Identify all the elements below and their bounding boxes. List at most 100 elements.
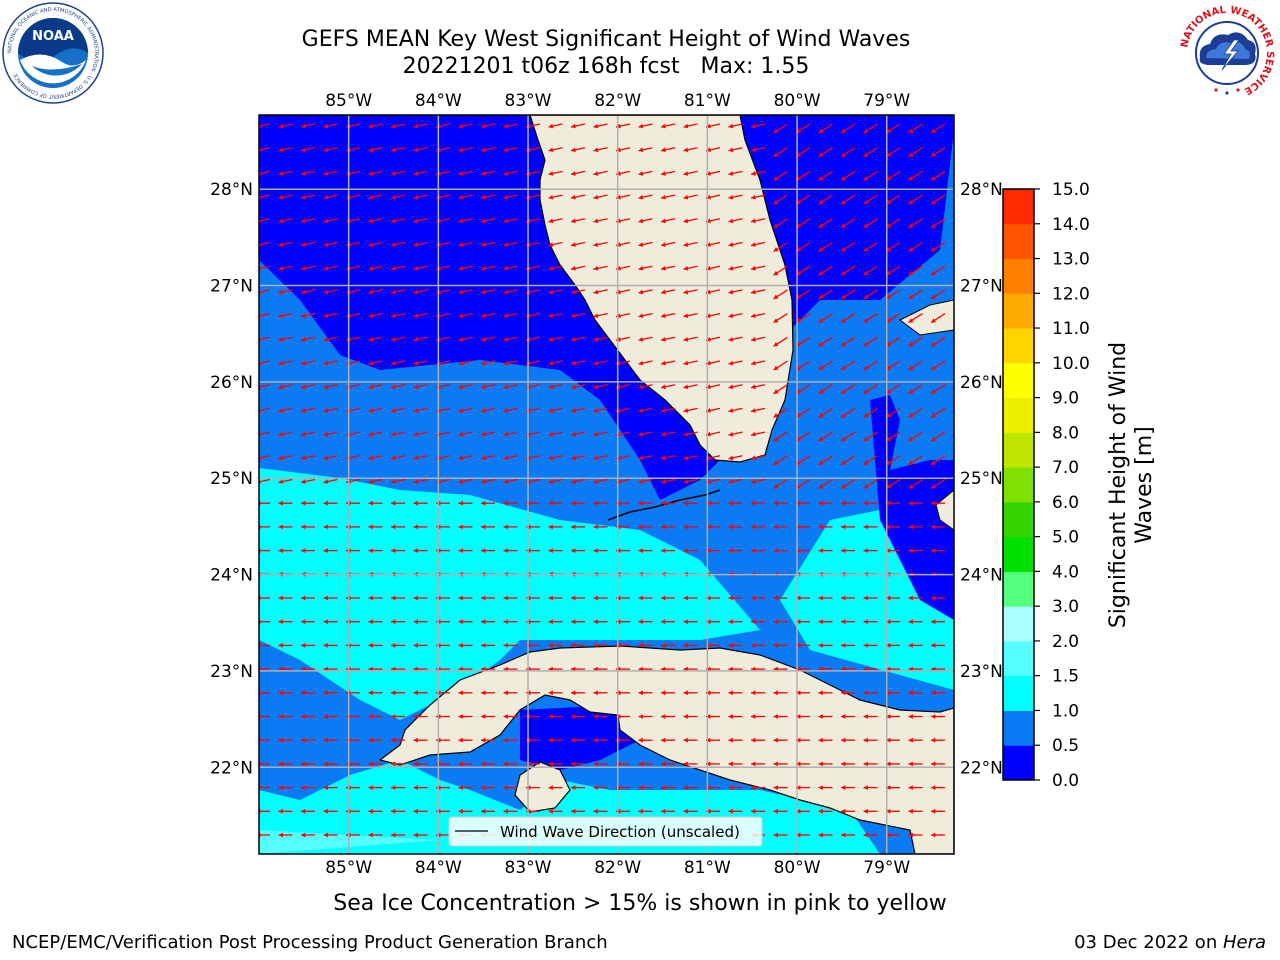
wave-direction-arrow xyxy=(773,431,788,442)
wave-direction-arrow xyxy=(638,336,653,342)
wave-direction-arrow xyxy=(773,808,788,814)
wave-direction-arrow xyxy=(908,218,923,229)
wave-direction-arrow xyxy=(278,289,293,295)
wave-direction-arrow xyxy=(593,360,608,366)
wave-direction-arrow xyxy=(278,194,293,200)
wave-direction-arrow xyxy=(278,785,293,790)
wave-direction-arrow xyxy=(503,407,518,413)
wave-direction-arrow xyxy=(323,714,338,719)
wave-direction-arrow xyxy=(548,714,563,719)
wave-direction-arrow xyxy=(368,619,383,625)
wave-direction-arrow xyxy=(548,218,563,224)
wave-direction-arrow xyxy=(323,737,338,743)
wave-direction-arrow xyxy=(503,194,518,200)
wave-direction-arrow xyxy=(728,360,743,366)
wave-direction-arrow xyxy=(863,714,878,719)
wave-direction-arrow xyxy=(728,241,743,247)
wave-direction-arrow xyxy=(818,500,833,506)
wave-direction-arrow xyxy=(390,194,406,200)
wave-direction-arrow xyxy=(593,619,608,625)
colorbar-tick-label: 1.0 xyxy=(1052,701,1079,721)
band-0-0-to-0-5-south xyxy=(520,705,640,770)
wave-direction-arrow xyxy=(413,407,428,413)
wave-direction-arrow xyxy=(706,785,720,790)
wave-direction-arrow xyxy=(728,643,743,648)
wave-direction-arrow xyxy=(840,147,856,158)
wave-direction-arrow xyxy=(908,690,923,696)
wave-direction-arrow xyxy=(481,619,495,625)
wave-direction-arrow xyxy=(570,360,586,366)
lon-tick-label: 81°W xyxy=(684,858,731,878)
wave-direction-arrow xyxy=(751,761,765,767)
wave-direction-arrow xyxy=(368,123,383,129)
wave-direction-arrow xyxy=(908,265,923,276)
wave-direction-arrow xyxy=(593,194,608,200)
wave-direction-arrow xyxy=(300,218,316,224)
wave-direction-arrow xyxy=(481,500,495,506)
wave-direction-arrow xyxy=(570,194,586,200)
wave-direction-arrow xyxy=(750,336,766,342)
wave-direction-arrow xyxy=(368,500,383,506)
wave-direction-arrow xyxy=(660,289,676,295)
wave-direction-arrow xyxy=(368,643,383,648)
wave-direction-arrow xyxy=(323,289,338,295)
wave-direction-arrow xyxy=(458,241,473,247)
wave-direction-arrow xyxy=(458,407,473,413)
wave-direction-arrow xyxy=(570,265,586,271)
wave-direction-arrow xyxy=(818,761,833,767)
wave-direction-arrow xyxy=(570,170,586,176)
wave-direction-arrow xyxy=(458,265,473,271)
wave-direction-arrow xyxy=(706,595,720,601)
wave-direction-arrow xyxy=(390,478,406,484)
wave-direction-arrow xyxy=(773,455,788,466)
footer-date: 03 Dec 2022 on Hera xyxy=(1074,932,1266,954)
wave-direction-arrow xyxy=(661,761,675,767)
wave-direction-arrow xyxy=(593,785,608,790)
wave-direction-arrow xyxy=(571,690,585,696)
wave-direction-arrow xyxy=(728,123,743,129)
wave-direction-arrow xyxy=(931,548,945,553)
wave-direction-arrow xyxy=(571,619,585,625)
wave-direction-arrow xyxy=(908,455,923,466)
wave-direction-arrow xyxy=(750,455,766,461)
wave-direction-arrow xyxy=(571,714,585,719)
wave-direction-arrow xyxy=(908,808,923,814)
wave-direction-arrow xyxy=(908,500,923,506)
wave-direction-arrow xyxy=(570,289,586,295)
wave-direction-arrow xyxy=(548,524,563,530)
colorbar-tick-label: 3.0 xyxy=(1052,597,1079,617)
wave-direction-arrow xyxy=(458,360,473,366)
wave-direction-arrow xyxy=(660,170,676,176)
colorbar-segment xyxy=(1003,189,1034,225)
lon-tick-label: 83°W xyxy=(505,858,552,878)
wave-direction-arrow xyxy=(908,407,923,418)
wave-direction-arrow xyxy=(300,241,316,247)
footer-host: Hera xyxy=(1222,932,1266,953)
wave-direction-arrow xyxy=(773,548,788,553)
wave-direction-arrow xyxy=(908,360,923,371)
wave-direction-arrow xyxy=(391,619,405,625)
wave-direction-arrow xyxy=(683,312,698,319)
colorbar-tick-label: 0.0 xyxy=(1052,771,1079,791)
wave-direction-arrow xyxy=(638,218,653,224)
wave-direction-arrow xyxy=(570,384,586,390)
wave-direction-arrow xyxy=(863,218,878,229)
wave-direction-arrow xyxy=(773,313,788,324)
wave-direction-arrow xyxy=(930,384,946,395)
wave-direction-arrow xyxy=(818,595,833,601)
wave-direction-arrow xyxy=(908,384,923,395)
wave-direction-arrow xyxy=(278,431,293,437)
colorbar-segment xyxy=(1003,328,1034,364)
wave-direction-arrow xyxy=(750,289,766,295)
colorbar-segment xyxy=(1003,710,1034,746)
wave-direction-arrow xyxy=(548,619,563,625)
wave-direction-arrow xyxy=(323,524,338,530)
wave-direction-arrow xyxy=(908,431,923,442)
wave-direction-arrow xyxy=(301,524,315,530)
wave-direction-arrow xyxy=(931,619,945,625)
wave-direction-arrow xyxy=(548,500,563,506)
wave-direction-arrow xyxy=(391,808,405,814)
wave-direction-arrow xyxy=(683,170,698,176)
colorbar-tick-label: 4.0 xyxy=(1052,562,1079,582)
colorbar-tick-label: 5.0 xyxy=(1052,528,1079,548)
